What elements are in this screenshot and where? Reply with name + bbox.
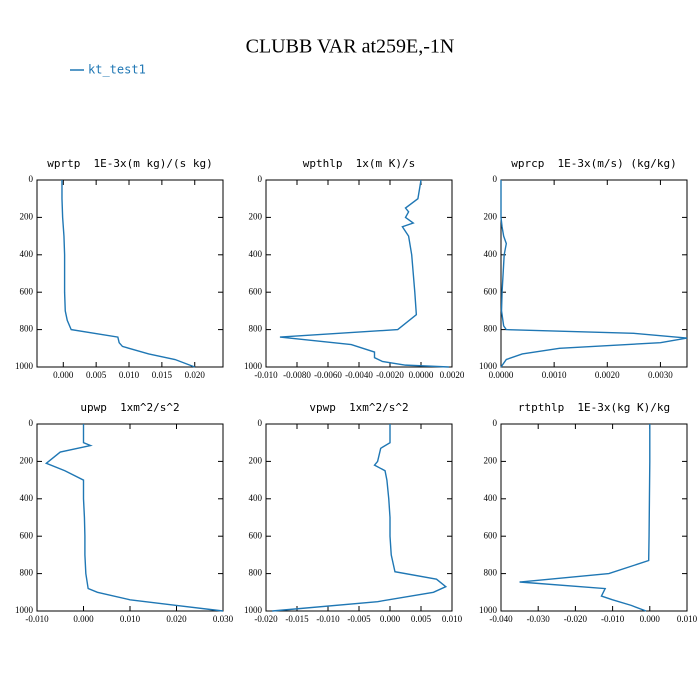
x-tick-label: 0.005 bbox=[411, 614, 432, 624]
y-tick-label: 400 bbox=[20, 493, 34, 503]
subplot-title: wpthlp 1x(m K)/s bbox=[303, 157, 416, 170]
y-tick-label: 400 bbox=[484, 249, 498, 259]
y-tick-label: 600 bbox=[249, 530, 263, 540]
x-tick-label: 0.0010 bbox=[542, 370, 567, 380]
y-tick-label: 200 bbox=[484, 455, 498, 465]
y-tick-label: 0 bbox=[493, 174, 498, 184]
x-tick-label: 0.005 bbox=[86, 370, 107, 380]
y-tick-label: 0 bbox=[258, 418, 263, 428]
x-tick-label: 0.0000 bbox=[489, 370, 514, 380]
y-tick-label: 400 bbox=[249, 493, 263, 503]
x-tick-label: -0.0040 bbox=[345, 370, 373, 380]
y-tick-label: 200 bbox=[20, 211, 34, 221]
x-tick-label: 0.000 bbox=[380, 614, 401, 624]
x-tick-label: 0.000 bbox=[640, 614, 661, 624]
x-tick-label: 0.030 bbox=[213, 614, 234, 624]
subplot-title: vpwp 1xm^2/s^2 bbox=[309, 401, 408, 414]
y-tick-label: 1000 bbox=[479, 361, 498, 371]
y-tick-label: 400 bbox=[484, 493, 498, 503]
x-tick-label: -0.010 bbox=[316, 614, 340, 624]
y-tick-label: 1000 bbox=[15, 361, 34, 371]
y-tick-label: 600 bbox=[484, 286, 498, 296]
x-tick-label: -0.0080 bbox=[283, 370, 311, 380]
x-tick-label: 0.015 bbox=[152, 370, 173, 380]
plot-frame bbox=[500, 179, 688, 368]
x-tick-label: 0.020 bbox=[166, 614, 187, 624]
profile-line bbox=[61, 180, 195, 368]
profile-line bbox=[279, 179, 449, 368]
y-tick-label: 1000 bbox=[15, 605, 34, 615]
x-tick-label: -0.010 bbox=[254, 370, 278, 380]
x-tick-label: -0.005 bbox=[347, 614, 371, 624]
y-tick-label: 800 bbox=[249, 568, 263, 578]
profile-line bbox=[44, 424, 224, 612]
profile-line bbox=[272, 424, 448, 612]
x-tick-label: -0.010 bbox=[25, 614, 49, 624]
x-tick-label: 0.0020 bbox=[595, 370, 620, 380]
x-tick-label: 0.0030 bbox=[648, 370, 673, 380]
y-tick-label: 600 bbox=[249, 286, 263, 296]
x-tick-label: 0.010 bbox=[677, 614, 698, 624]
x-tick-label: 0.010 bbox=[119, 370, 140, 380]
x-tick-label: -0.020 bbox=[254, 614, 278, 624]
subplot-title: rtpthlp 1E-3x(kg K)/kg bbox=[518, 401, 670, 414]
x-tick-label: 0.010 bbox=[120, 614, 141, 624]
x-tick-label: 0.0000 bbox=[409, 370, 434, 380]
y-tick-label: 800 bbox=[249, 324, 263, 334]
x-tick-label: -0.020 bbox=[564, 614, 588, 624]
x-tick-label: -0.015 bbox=[285, 614, 309, 624]
x-tick-label: -0.0060 bbox=[314, 370, 342, 380]
y-tick-label: 200 bbox=[484, 211, 498, 221]
y-tick-label: 1000 bbox=[479, 605, 498, 615]
y-tick-label: 800 bbox=[20, 324, 34, 334]
y-tick-label: 1000 bbox=[244, 361, 263, 371]
y-tick-label: 600 bbox=[484, 530, 498, 540]
y-tick-label: 600 bbox=[20, 286, 34, 296]
x-tick-label: -0.030 bbox=[527, 614, 551, 624]
y-tick-label: 800 bbox=[484, 324, 498, 334]
x-tick-label: -0.040 bbox=[489, 614, 513, 624]
x-tick-label: -0.010 bbox=[601, 614, 625, 624]
profile-line bbox=[500, 180, 688, 368]
subplot-title: wprcp 1E-3x(m/s) (kg/kg) bbox=[511, 157, 677, 170]
x-tick-label: 0.0020 bbox=[440, 370, 465, 380]
x-tick-label: 0.000 bbox=[53, 370, 74, 380]
y-tick-label: 0 bbox=[493, 418, 498, 428]
y-tick-label: 800 bbox=[484, 568, 498, 578]
subplot-title: upwp 1xm^2/s^2 bbox=[80, 401, 179, 414]
y-tick-label: 200 bbox=[249, 455, 263, 465]
plot-frame bbox=[36, 179, 224, 368]
y-tick-label: 400 bbox=[249, 249, 263, 259]
y-tick-label: 1000 bbox=[244, 605, 263, 615]
x-tick-label: 0.010 bbox=[442, 614, 463, 624]
legend-label: kt_test1 bbox=[88, 63, 146, 77]
y-tick-label: 200 bbox=[249, 211, 263, 221]
x-tick-label: -0.0020 bbox=[376, 370, 404, 380]
y-tick-label: 0 bbox=[258, 174, 263, 184]
x-tick-label: 0.000 bbox=[73, 614, 94, 624]
y-tick-label: 600 bbox=[20, 530, 34, 540]
y-tick-label: 200 bbox=[20, 455, 34, 465]
y-tick-label: 0 bbox=[29, 174, 34, 184]
y-tick-label: 800 bbox=[20, 568, 34, 578]
figure-title: CLUBB VAR at259E,-1N bbox=[246, 36, 455, 58]
x-tick-label: 0.020 bbox=[185, 370, 206, 380]
profile-line bbox=[519, 424, 651, 612]
plot-frame bbox=[500, 423, 688, 612]
y-tick-label: 400 bbox=[20, 249, 34, 259]
subplot-title: wprtp 1E-3x(m kg)/(s kg) bbox=[47, 157, 213, 170]
y-tick-label: 0 bbox=[29, 418, 34, 428]
